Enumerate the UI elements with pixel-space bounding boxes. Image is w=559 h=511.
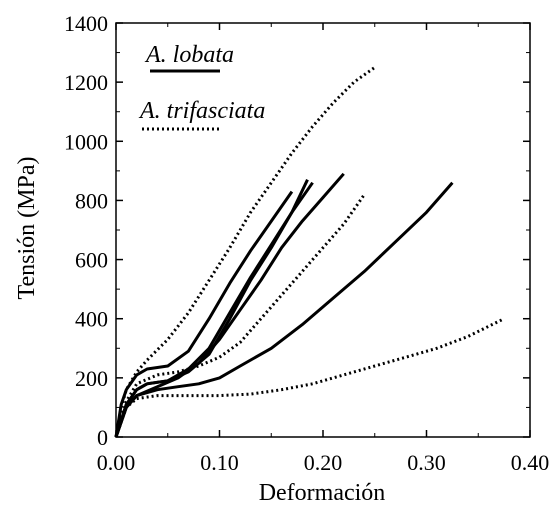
series-line-trifasciata-7: [114, 193, 366, 438]
y-tick-label: 0: [97, 425, 108, 450]
legend-label-trifasciata: A. trifasciata: [138, 98, 265, 124]
x-tick-label: 0.30: [407, 450, 446, 475]
x-tick-label: 0.40: [511, 450, 550, 475]
y-tick-label: 1400: [64, 11, 108, 36]
series-line-lobata-5: [114, 181, 454, 438]
x-tick-label: 0.20: [304, 450, 343, 475]
y-tick-label: 400: [75, 307, 108, 332]
series-layer: [114, 66, 505, 438]
x-tick-label: 0.00: [97, 450, 136, 475]
y-tick-label: 1200: [64, 70, 108, 95]
y-axis-label: Tensión (MPa): [14, 157, 40, 300]
legend-label-lobata: A. lobata: [144, 42, 234, 68]
y-tick-label: 200: [75, 366, 108, 391]
ticks-layer: 0.00 0.10 0.20 0.30 0.40 0 200 400 600 800 1000 120…: [64, 11, 549, 475]
x-axis-label: Deformación: [259, 480, 386, 506]
y-tick-label: 800: [75, 188, 108, 213]
series-line-trifasciata-8: [114, 317, 505, 438]
series-line-lobata-4: [114, 172, 345, 438]
series-line-lobata-1: [114, 190, 294, 438]
y-tick-label: 600: [75, 248, 108, 273]
series-line-trifasciata-6: [114, 66, 376, 438]
legend: A. lobata A. trifasciata: [138, 42, 265, 131]
y-tick-label: 1000: [64, 129, 108, 154]
series-line-lobata-3: [114, 179, 309, 438]
x-tick-label: 0.10: [200, 450, 239, 475]
